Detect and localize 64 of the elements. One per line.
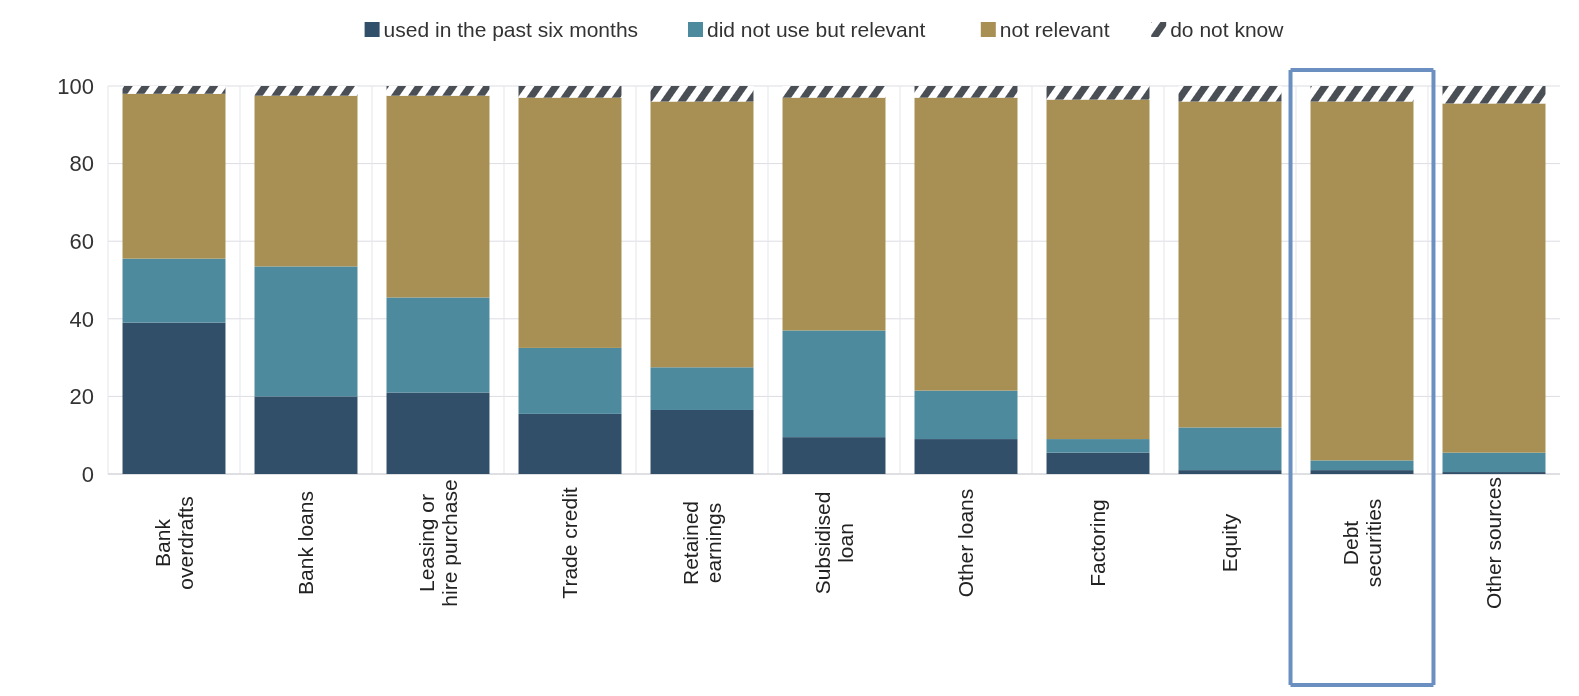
bar [650,367,754,410]
bar [782,86,886,98]
bar [1310,101,1414,461]
bar [518,347,622,414]
bar [914,97,1018,391]
bar [1046,86,1150,100]
bar [1178,470,1282,474]
bar [254,396,358,474]
bar [650,86,754,102]
x-tick-label: Bank loans [294,491,318,595]
bar [1046,452,1150,474]
y-tick-label: 0 [81,461,94,487]
y-tick-label: 60 [69,228,94,254]
bar [1178,101,1282,428]
bar [122,86,226,94]
bar [254,86,358,96]
bar [254,266,358,397]
x-tick-label: Retained earnings [678,500,725,586]
bar [518,97,622,348]
bar [386,95,490,298]
bar [1310,470,1414,474]
legend-label: not relevant [999,18,1110,42]
bar [122,258,226,323]
x-tick-label: Subsidised loan [810,491,857,595]
bar [650,101,754,368]
bar [1178,86,1282,102]
bar [782,437,886,474]
bar [386,86,490,96]
bar [518,413,622,474]
bar [1442,452,1546,473]
bar [782,330,886,438]
bar [1310,86,1414,102]
x-tick-label: Factoring [1086,499,1110,587]
bar [1178,427,1282,471]
bar [1442,103,1546,453]
bar [386,392,490,474]
bar [914,390,1018,440]
bar [1442,86,1546,104]
bar [122,93,226,259]
bar [914,86,1018,98]
y-tick-label: 40 [69,306,94,332]
bar [518,86,622,98]
bar [782,97,886,331]
legend-label: do not know [1170,18,1285,42]
x-tick-label: Bank overdrafts [150,496,197,590]
bar [1046,99,1150,440]
bar [254,95,358,267]
y-tick-label: 100 [57,73,94,99]
bar [122,322,226,474]
x-tick-label: Other loans [954,488,978,598]
y-tick-label: 20 [69,384,94,410]
legend-label: used in the past six months [383,18,639,42]
bar [650,409,754,474]
x-tick-label: Debt securities [1338,498,1385,588]
x-tick-label: Trade credit [558,487,582,599]
x-tick-label: Equity [1218,513,1242,573]
y-tick-label: 80 [69,151,94,177]
x-tick-label: Other sources [1482,477,1506,609]
bar [1046,439,1150,453]
bar [386,297,490,393]
legend-label: did not use but relevant [707,18,926,42]
x-tick-label: Leasing or hire purchase [414,479,461,607]
bar [1310,460,1414,471]
bar [914,439,1018,474]
